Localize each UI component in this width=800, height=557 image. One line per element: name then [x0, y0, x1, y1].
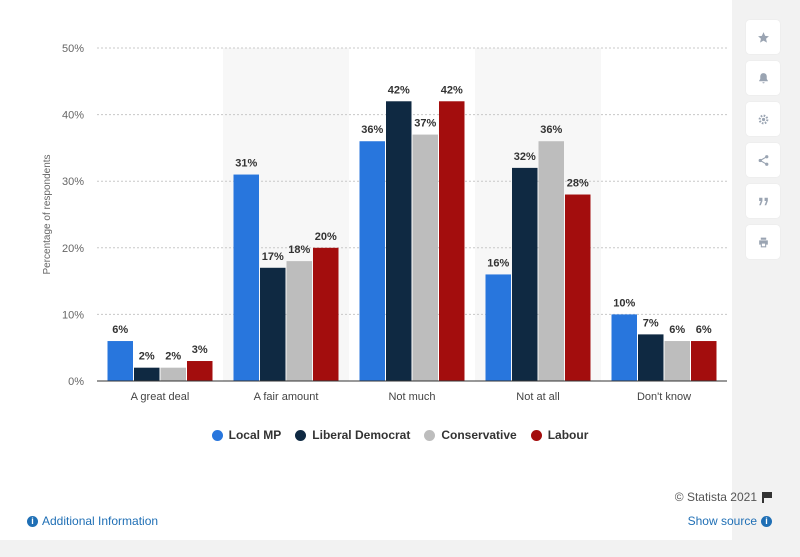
x-tick-label: Not at all [516, 391, 559, 403]
data-label: 6% [696, 324, 712, 336]
data-label: 42% [388, 84, 410, 96]
x-tick-label: Not much [388, 391, 435, 403]
bar-chart: 0% 10% 20% 30% 40% 50% Percentage of responden… [42, 43, 727, 403]
data-label: 7% [643, 317, 659, 329]
show-source-label: Show source [687, 514, 757, 528]
bar [691, 341, 717, 381]
bell-icon [758, 72, 768, 83]
data-label: 32% [514, 151, 536, 163]
y-tick-label: 30% [62, 176, 84, 188]
star-icon [757, 31, 769, 43]
data-label: 17% [262, 251, 284, 263]
y-tick-label: 40% [62, 110, 84, 122]
data-label: 28% [567, 178, 589, 190]
legend-marker [295, 429, 307, 441]
legend-item-conservative[interactable]: Conservative [424, 428, 517, 442]
bar [664, 341, 690, 381]
bar [538, 141, 564, 381]
credit-text: © Statista 2021 [674, 490, 757, 504]
additional-information-label: Additional Information [42, 514, 159, 528]
data-label: 3% [192, 344, 208, 356]
settings-button[interactable] [746, 102, 780, 136]
legend-marker [530, 429, 542, 441]
bar [611, 314, 637, 381]
legend-item-local-mp[interactable]: Local MP [211, 428, 282, 442]
share-icon [758, 154, 768, 166]
cite-button[interactable] [746, 184, 780, 218]
legend-marker [211, 429, 223, 441]
data-label: 18% [288, 244, 310, 256]
additional-information-link[interactable]: i Additional Information [27, 514, 158, 528]
bar [359, 141, 385, 381]
legend-label: Labour [547, 428, 589, 442]
legend-label: Conservative [441, 428, 517, 442]
y-tick-label: 0% [68, 376, 84, 388]
data-label: 31% [235, 158, 257, 170]
favorite-button[interactable] [746, 20, 780, 54]
bar [412, 134, 438, 381]
data-label: 10% [613, 297, 635, 309]
print-icon [758, 237, 768, 247]
legend-item-labour[interactable]: Labour [530, 428, 589, 442]
data-label: 37% [414, 118, 436, 130]
bar [386, 101, 412, 381]
bar [134, 367, 160, 381]
quote-icon [758, 197, 768, 205]
share-button[interactable] [746, 143, 780, 177]
legend-label: Liberal Democrat [312, 428, 411, 442]
show-source-link[interactable]: Show source i [688, 514, 772, 528]
y-axis-title: Percentage of respondents [42, 154, 53, 274]
data-label: 6% [112, 324, 128, 336]
bar [233, 174, 259, 381]
bar [107, 341, 133, 381]
bar [160, 367, 186, 381]
flag-icon [762, 492, 772, 503]
legend-item-liberal-democrat[interactable]: Liberal Democrat [295, 428, 410, 442]
data-label: 2% [165, 351, 181, 363]
y-tick-label: 10% [62, 309, 84, 321]
legend-marker [424, 429, 436, 441]
x-tick-label: A fair amount [254, 391, 319, 403]
y-tick-label: 20% [62, 243, 84, 255]
bar [286, 261, 312, 381]
bar [512, 167, 538, 381]
info-icon: i [27, 515, 38, 527]
data-label: 6% [669, 324, 685, 336]
data-label: 36% [361, 124, 383, 136]
bar [187, 361, 213, 381]
data-label: 20% [315, 231, 337, 243]
print-button[interactable] [746, 225, 780, 259]
x-tick-label: A great deal [131, 391, 190, 403]
statista-credit[interactable]: © Statista 2021 [675, 490, 772, 504]
bar [260, 267, 286, 381]
y-tick-label: 50% [62, 43, 84, 55]
bar [439, 101, 465, 381]
bar [638, 334, 664, 381]
legend-label: Local MP [228, 428, 282, 442]
chart-legend: Local MP Liberal Democrat Conservative L… [0, 428, 800, 442]
bar [485, 274, 511, 381]
x-tick-label: Don't know [637, 391, 691, 403]
sidebar-toolbar [746, 20, 784, 259]
data-label: 36% [540, 124, 562, 136]
gear-icon [758, 114, 768, 124]
info-icon: i [761, 515, 772, 527]
data-label: 42% [441, 84, 463, 96]
bar [565, 194, 591, 381]
notification-button[interactable] [746, 61, 780, 95]
data-label: 2% [139, 351, 155, 363]
bar [313, 247, 339, 381]
data-label: 16% [487, 257, 509, 269]
